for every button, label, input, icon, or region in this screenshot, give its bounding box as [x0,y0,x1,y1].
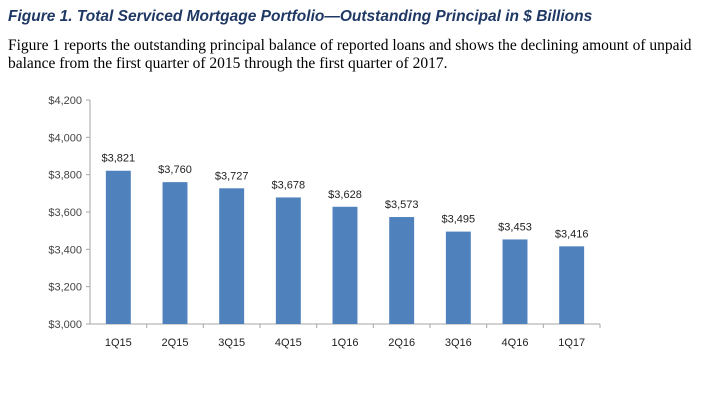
data-label: $3,453 [498,221,532,233]
y-tick-label: $4,000 [48,132,82,144]
x-category-label: 2Q16 [388,337,415,349]
data-label: $3,727 [215,170,249,182]
data-label: $3,573 [385,199,419,211]
bar-2q15 [162,182,188,324]
x-category-label: 4Q15 [275,337,302,349]
bar-1q15 [105,170,131,324]
data-label: $3,416 [555,228,589,240]
bar-4q16 [502,239,528,324]
bar-1q16 [332,206,358,324]
y-tick-label: $3,200 [48,282,82,294]
y-tick-label: $3,800 [48,170,82,182]
data-label: $3,760 [158,164,192,176]
x-category-label: 3Q16 [445,337,472,349]
x-category-label: 4Q16 [502,337,529,349]
x-category-label: 3Q15 [218,337,245,349]
data-label: $3,821 [102,153,136,165]
figure-title: Figure 1. Total Serviced Mortgage Portfo… [8,8,593,25]
x-category-label: 1Q17 [558,337,585,349]
data-label: $3,628 [328,189,362,201]
x-category-label: 2Q15 [162,337,189,349]
y-tick-label: $3,600 [48,207,82,219]
data-label: $3,495 [442,214,476,226]
bar-1q17 [559,246,585,324]
y-tick-label: $3,400 [48,244,82,256]
x-category-label: 1Q16 [332,337,359,349]
bar-3q16 [445,231,471,324]
y-tick-label: $3,000 [48,319,82,331]
bar-4q15 [275,197,301,324]
y-tick-label: $4,200 [48,95,82,107]
data-label: $3,678 [272,179,306,191]
bar-3q15 [219,188,245,324]
figure-description: Figure 1 reports the outstanding princip… [8,37,692,72]
x-category-label: 1Q15 [105,337,132,349]
bar-2q16 [389,217,415,324]
